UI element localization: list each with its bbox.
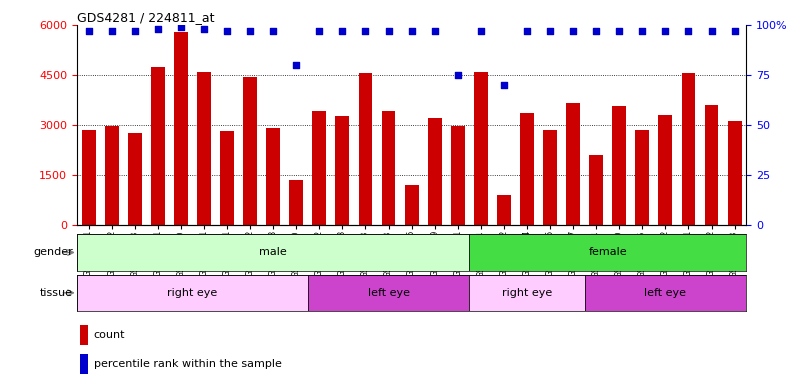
Bar: [220, 131, 234, 225]
Text: left eye: left eye: [645, 288, 686, 298]
Bar: [585, 275, 746, 311]
Bar: [727, 121, 741, 225]
Point: [336, 28, 349, 34]
Bar: [358, 73, 372, 225]
Point: [105, 28, 118, 34]
Point: [359, 28, 372, 34]
Bar: [612, 106, 626, 225]
Bar: [174, 31, 188, 225]
Point: [174, 24, 187, 30]
Point: [497, 82, 510, 88]
Bar: [151, 66, 165, 225]
Bar: [128, 133, 142, 225]
Text: gender: gender: [33, 247, 73, 258]
Point: [82, 28, 95, 34]
Text: male: male: [260, 247, 287, 258]
Point: [451, 72, 464, 78]
Point: [313, 28, 326, 34]
Point: [267, 28, 280, 34]
Point: [521, 28, 534, 34]
Text: tissue: tissue: [40, 288, 73, 298]
Bar: [80, 325, 88, 345]
Bar: [590, 155, 603, 225]
Bar: [566, 103, 580, 225]
Point: [659, 28, 672, 34]
Bar: [82, 130, 96, 225]
Point: [705, 28, 718, 34]
Point: [590, 28, 603, 34]
Bar: [307, 275, 470, 311]
Point: [197, 26, 210, 32]
Bar: [312, 111, 326, 225]
Bar: [474, 71, 487, 225]
Text: count: count: [94, 330, 125, 340]
Text: GDS4281 / 224811_at: GDS4281 / 224811_at: [77, 11, 215, 24]
Bar: [470, 234, 746, 271]
Point: [636, 28, 649, 34]
Bar: [243, 76, 257, 225]
Point: [221, 28, 234, 34]
Text: left eye: left eye: [367, 288, 410, 298]
Point: [728, 28, 741, 34]
Point: [406, 28, 418, 34]
Bar: [705, 105, 719, 225]
Bar: [635, 130, 650, 225]
Bar: [382, 111, 396, 225]
Bar: [427, 118, 441, 225]
Point: [543, 28, 556, 34]
Bar: [520, 113, 534, 225]
Bar: [77, 275, 307, 311]
Bar: [659, 115, 672, 225]
Bar: [80, 354, 88, 374]
Point: [474, 28, 487, 34]
Point: [613, 28, 626, 34]
Bar: [543, 130, 557, 225]
Point: [428, 28, 441, 34]
Bar: [105, 126, 118, 225]
Point: [567, 28, 580, 34]
Point: [682, 28, 695, 34]
Bar: [290, 180, 303, 225]
Bar: [405, 185, 418, 225]
Point: [290, 62, 303, 68]
Text: right eye: right eye: [502, 288, 552, 298]
Point: [382, 28, 395, 34]
Point: [243, 28, 256, 34]
Text: percentile rank within the sample: percentile rank within the sample: [94, 359, 281, 369]
Bar: [77, 234, 470, 271]
Point: [152, 26, 165, 32]
Bar: [266, 128, 280, 225]
Bar: [336, 116, 350, 225]
Bar: [197, 71, 211, 225]
Bar: [451, 126, 465, 225]
Bar: [497, 195, 511, 225]
Bar: [681, 73, 695, 225]
Bar: [470, 275, 585, 311]
Text: right eye: right eye: [167, 288, 217, 298]
Point: [128, 28, 141, 34]
Text: female: female: [588, 247, 627, 258]
